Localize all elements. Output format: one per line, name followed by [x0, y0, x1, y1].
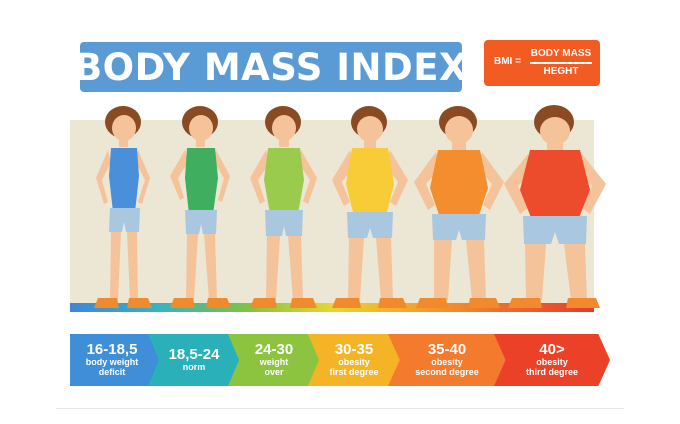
figures-backdrop [70, 120, 594, 310]
formula-numerator: BODY MASS [530, 48, 592, 59]
page-title: BODY MASS INDEX [73, 45, 469, 89]
category-range: 30-35 [334, 340, 374, 358]
bmi-formula: BMI = BODY MASS HEGHT [484, 40, 600, 86]
category-range: 24-30 [254, 340, 294, 358]
formula-denominator: HEGHT [543, 66, 579, 77]
divider [56, 408, 624, 409]
figure-second-degree [414, 106, 504, 308]
bmi-category-deficit: 16-18,5 body weight deficit [70, 334, 160, 386]
bmi-category-first-degree: 30-35 obesity first degree [308, 334, 400, 386]
gradient-floor [70, 303, 594, 312]
formula-lhs: BMI = [494, 56, 521, 67]
category-desc-line2: first degree [329, 367, 379, 378]
category-desc-line1: weight [259, 357, 289, 368]
bmi-category-over: 24-30 weight over [228, 334, 320, 386]
figure-third-degree [504, 105, 606, 308]
category-desc-line2: second degree [415, 367, 479, 378]
category-desc-line1: obesity [431, 357, 463, 368]
formula-fraction-line [530, 62, 592, 64]
category-range: 18,5-24 [168, 345, 220, 363]
figure-norm [170, 106, 231, 308]
category-desc-line1: obesity [338, 357, 370, 368]
category-desc-line1: norm [182, 362, 206, 373]
category-desc-line2: deficit [98, 367, 126, 378]
bmi-category-second-degree: 35-40 obesity second degree [388, 334, 506, 386]
category-desc-line1: obesity [536, 357, 568, 368]
bmi-category-third-degree: 40> obesity third degree [494, 334, 610, 386]
category-range: 40> [539, 340, 565, 358]
figure-first-degree [332, 106, 408, 308]
category-desc-line2: third degree [525, 367, 578, 378]
title-banner: BODY MASS INDEX [74, 42, 468, 92]
bmi-category-norm: 18,5-24 norm [148, 334, 240, 386]
category-desc-line2: over [264, 367, 284, 378]
category-range: 35-40 [427, 340, 467, 358]
figure-deficit [94, 106, 152, 308]
figure-over [250, 106, 317, 308]
category-desc-line1: body weight [85, 357, 139, 368]
category-range: 16-18,5 [86, 340, 138, 358]
